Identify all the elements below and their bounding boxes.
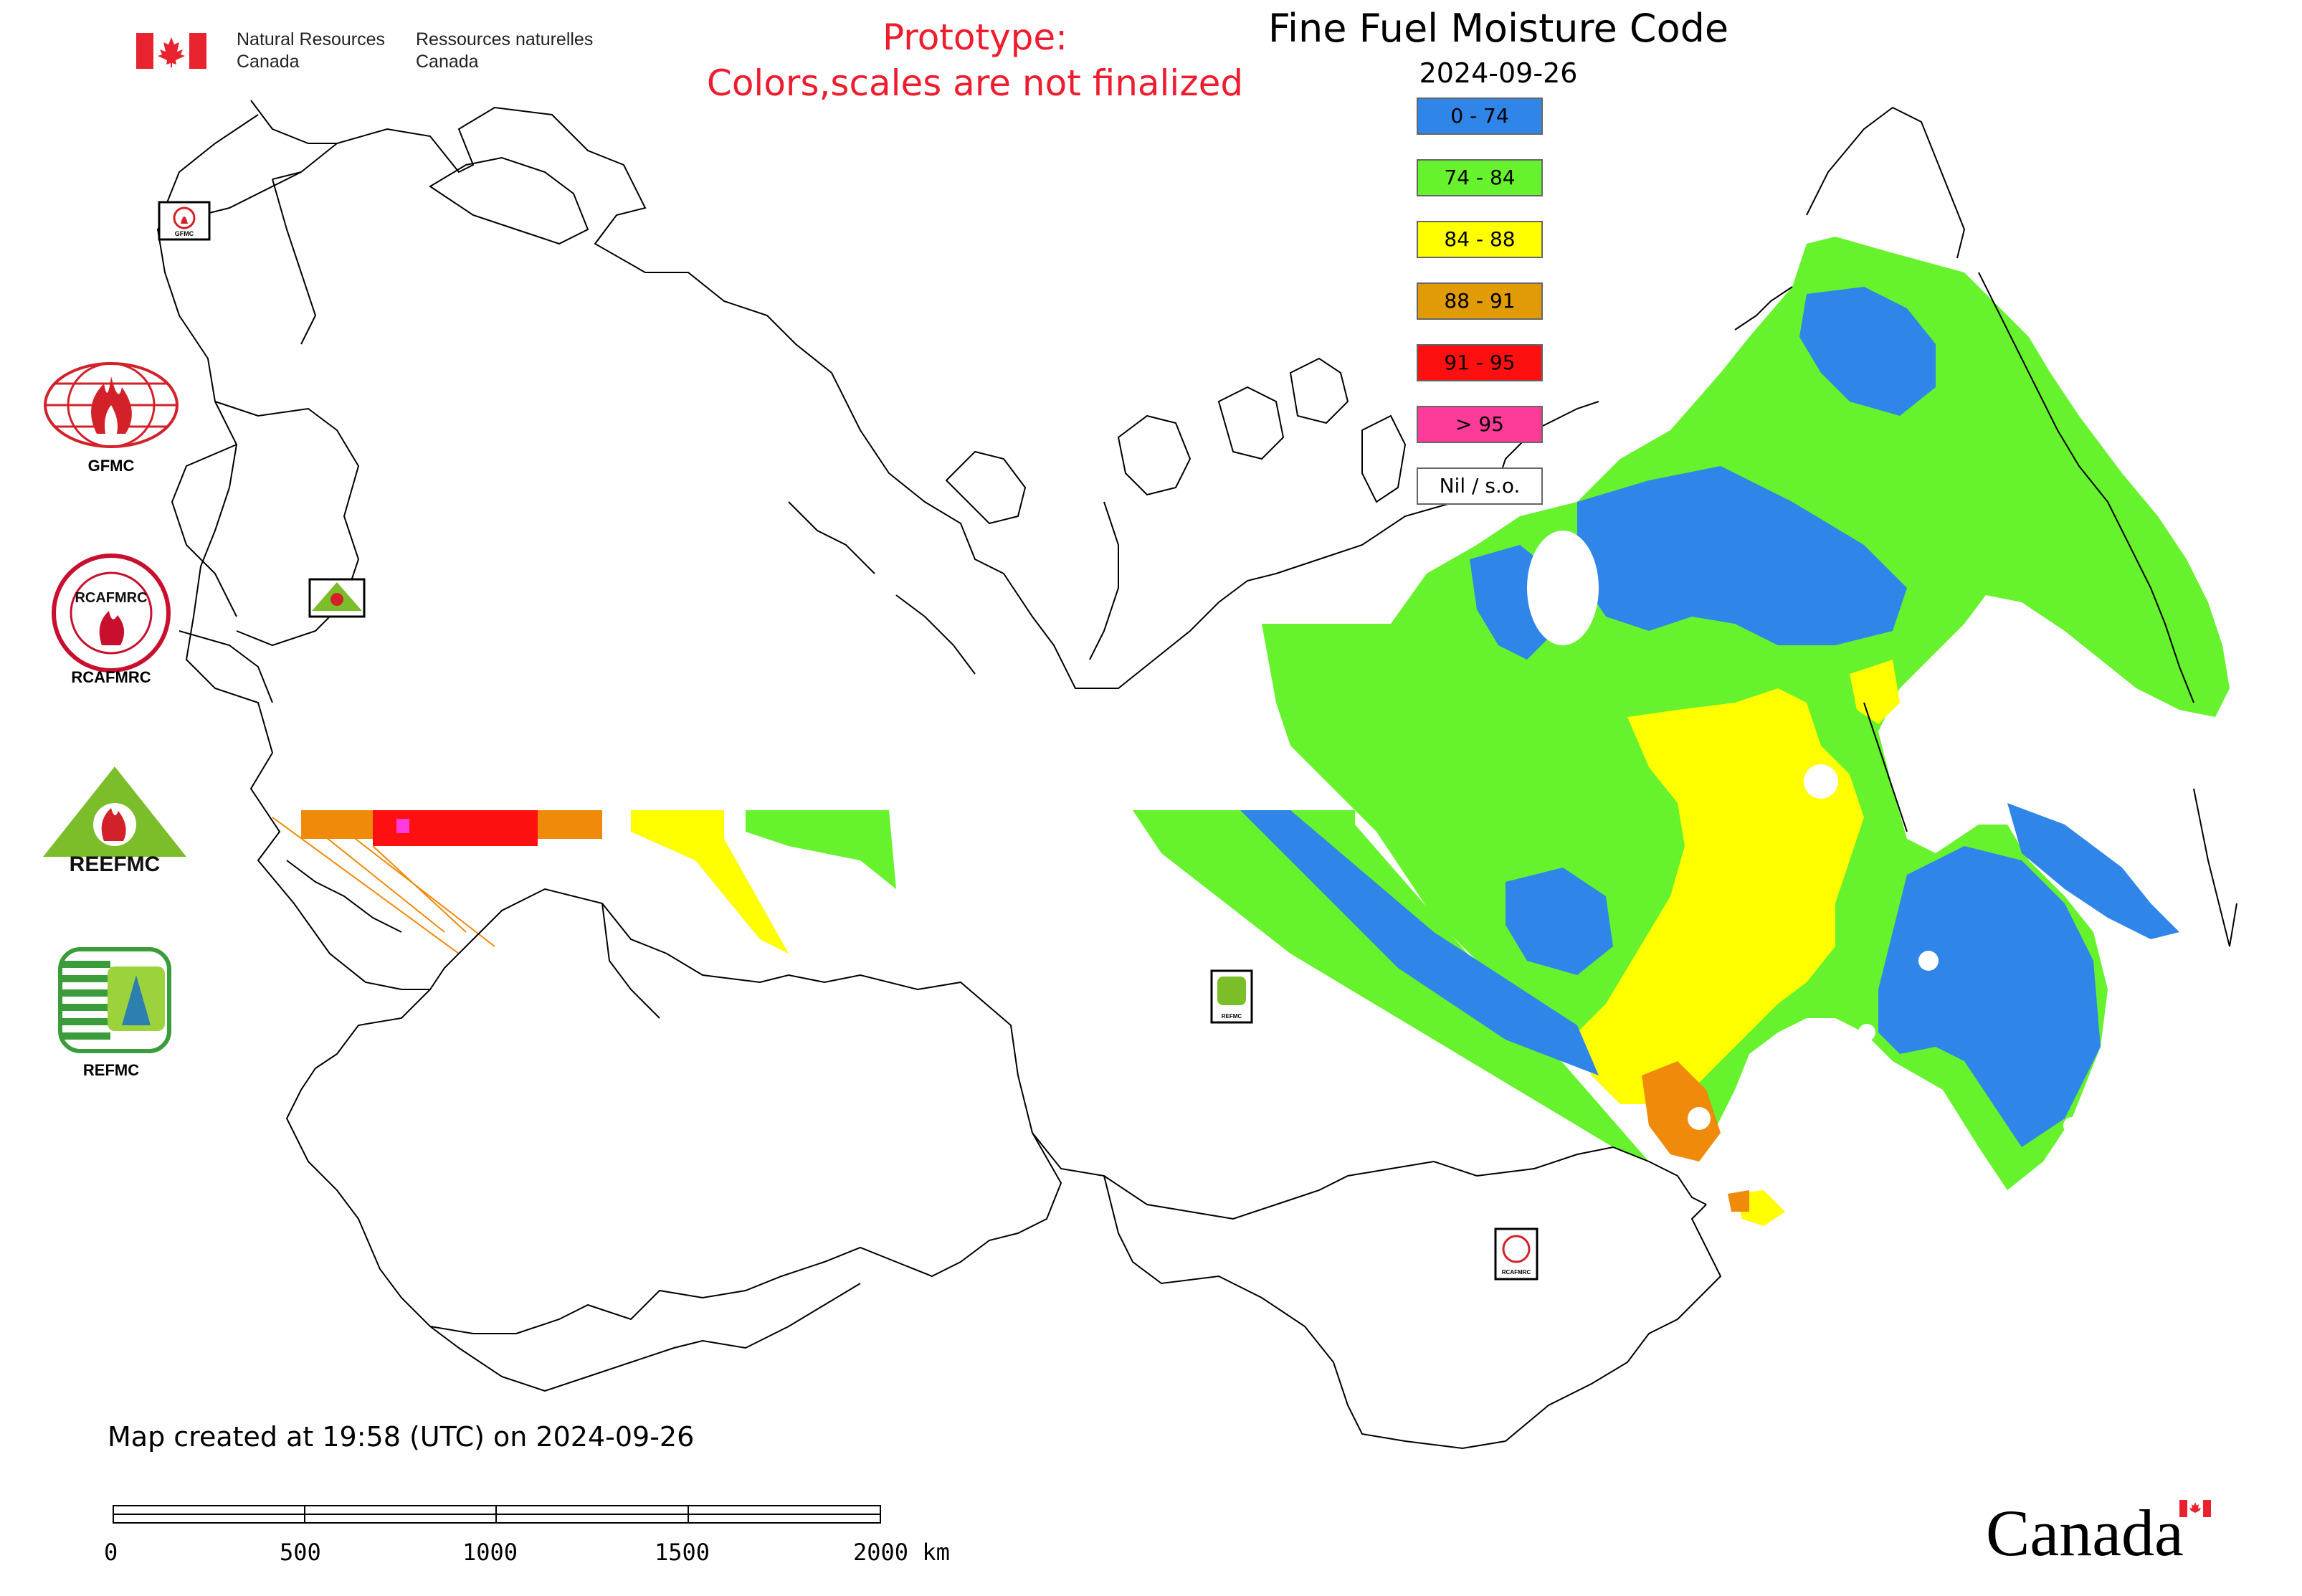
map-marker-gfmc[interactable]: GFMC xyxy=(158,201,211,241)
org-name-english: Natural Resources Canada xyxy=(237,29,385,73)
scale-tick-2000: 2000 km xyxy=(853,1539,950,1566)
refmc-logo: REFMC xyxy=(57,946,201,1090)
legend-item: 74 - 84 xyxy=(1417,159,1543,196)
ffmc-region-yellow xyxy=(1577,688,1864,1104)
org-fr-line1: Ressources naturelles xyxy=(416,29,594,49)
ffmc-region-blue-center xyxy=(1577,466,1907,645)
map-date: 2024-09-26 xyxy=(1419,57,1578,89)
ffmc-band-green-mid xyxy=(746,810,896,889)
legend-item: 88 - 91 xyxy=(1417,282,1543,320)
svg-text:GFMC: GFMC xyxy=(175,230,194,237)
ffmc-region-blue-island xyxy=(2007,803,2179,939)
prototype-line2: Colors,scales are not finalized xyxy=(706,62,1244,104)
scale-tick-1000: 1000 xyxy=(462,1539,518,1566)
scale-tick-500: 500 xyxy=(280,1539,321,1566)
ffmc-region-yellow-east xyxy=(1850,660,1900,724)
prototype-line1: Prototype: xyxy=(882,16,1068,58)
scale-tick-1500: 1500 xyxy=(655,1539,710,1566)
ffmc-band-yellow xyxy=(631,810,789,954)
ffmc-band-green-east xyxy=(1133,810,1649,1162)
legend-item: 0 - 74 xyxy=(1417,98,1543,135)
scale-bar: 0 500 1000 1500 2000 km xyxy=(100,1498,975,1570)
map-marker-rcafmrc[interactable]: RCAFMRC xyxy=(1494,1227,1538,1281)
gfmc-logo-icon xyxy=(44,362,179,448)
rcafmrc-logo: RCAFMRC RCAFMRC xyxy=(50,552,194,695)
ffmc-region-blue-north xyxy=(1799,287,1936,416)
ffmc-band-orange-right xyxy=(538,810,602,839)
svg-text:REEFMC: REEFMC xyxy=(70,852,161,876)
map-created-timestamp: Map created at 19:58 (UTC) on 2024-09-26 xyxy=(108,1421,695,1453)
canada-wordmark-text: Canada xyxy=(1986,1496,2184,1569)
canada-flag-icon xyxy=(136,33,206,69)
ffmc-band-blue-east xyxy=(1240,810,1599,1075)
ffmc-region-blue-southeast xyxy=(1878,846,2101,1147)
legend-item: 91 - 95 xyxy=(1417,344,1543,381)
svg-text:RCAFMRC: RCAFMRC xyxy=(1502,1269,1531,1276)
canada-wordmark-flag-icon xyxy=(2179,1500,2211,1517)
ffmc-band-magenta xyxy=(396,819,409,833)
legend-item: Nil / s.o. xyxy=(1417,467,1543,505)
nrcan-signature: Natural Resources Canada Ressources natu… xyxy=(136,29,609,79)
canada-wordmark: Canada xyxy=(1986,1491,2222,1570)
org-en-line1: Natural Resources xyxy=(237,29,386,49)
ffmc-region-blue-mid xyxy=(1506,868,1613,975)
scale-bar-graphic xyxy=(113,1505,881,1524)
org-en-line2: Canada xyxy=(237,52,300,72)
org-name-french: Ressources naturelles Canada xyxy=(416,29,593,73)
legend-item: 84 - 88 xyxy=(1417,221,1543,258)
svg-text:RCAFMRC: RCAFMRC xyxy=(75,590,147,606)
rcafmrc-logo-icon: RCAFMRC xyxy=(52,554,171,673)
map-marker-reefmc[interactable] xyxy=(308,578,366,618)
legend-item: > 95 xyxy=(1417,406,1543,443)
gfmc-label: GFMC xyxy=(87,457,135,475)
country-boundaries xyxy=(156,100,2237,1450)
map-marker-refmc[interactable]: REFMC xyxy=(1210,969,1253,1024)
gfmc-logo: GFMC xyxy=(39,362,183,477)
reefmc-logo-icon: REEFMC xyxy=(43,766,186,876)
ffmc-fill-layer xyxy=(272,237,2230,1226)
reefmc-logo: REEFMC xyxy=(36,764,194,878)
scale-tick-0: 0 xyxy=(104,1539,118,1566)
org-fr-line2: Canada xyxy=(416,52,479,72)
map-title: Fine Fuel Moisture Code xyxy=(1267,6,1729,51)
refmc-logo-icon xyxy=(58,947,171,1053)
ffmc-region-orange-tip2 xyxy=(1728,1190,1749,1212)
ffmc-region-orange-south xyxy=(1642,1061,1721,1162)
prototype-notice: Prototype: Colors,scales are not finaliz… xyxy=(631,14,1319,106)
svg-text:REFMC: REFMC xyxy=(1222,1013,1242,1020)
refmc-label: REFMC xyxy=(82,1061,140,1079)
rcafmrc-label: RCAFMRC xyxy=(71,668,151,686)
